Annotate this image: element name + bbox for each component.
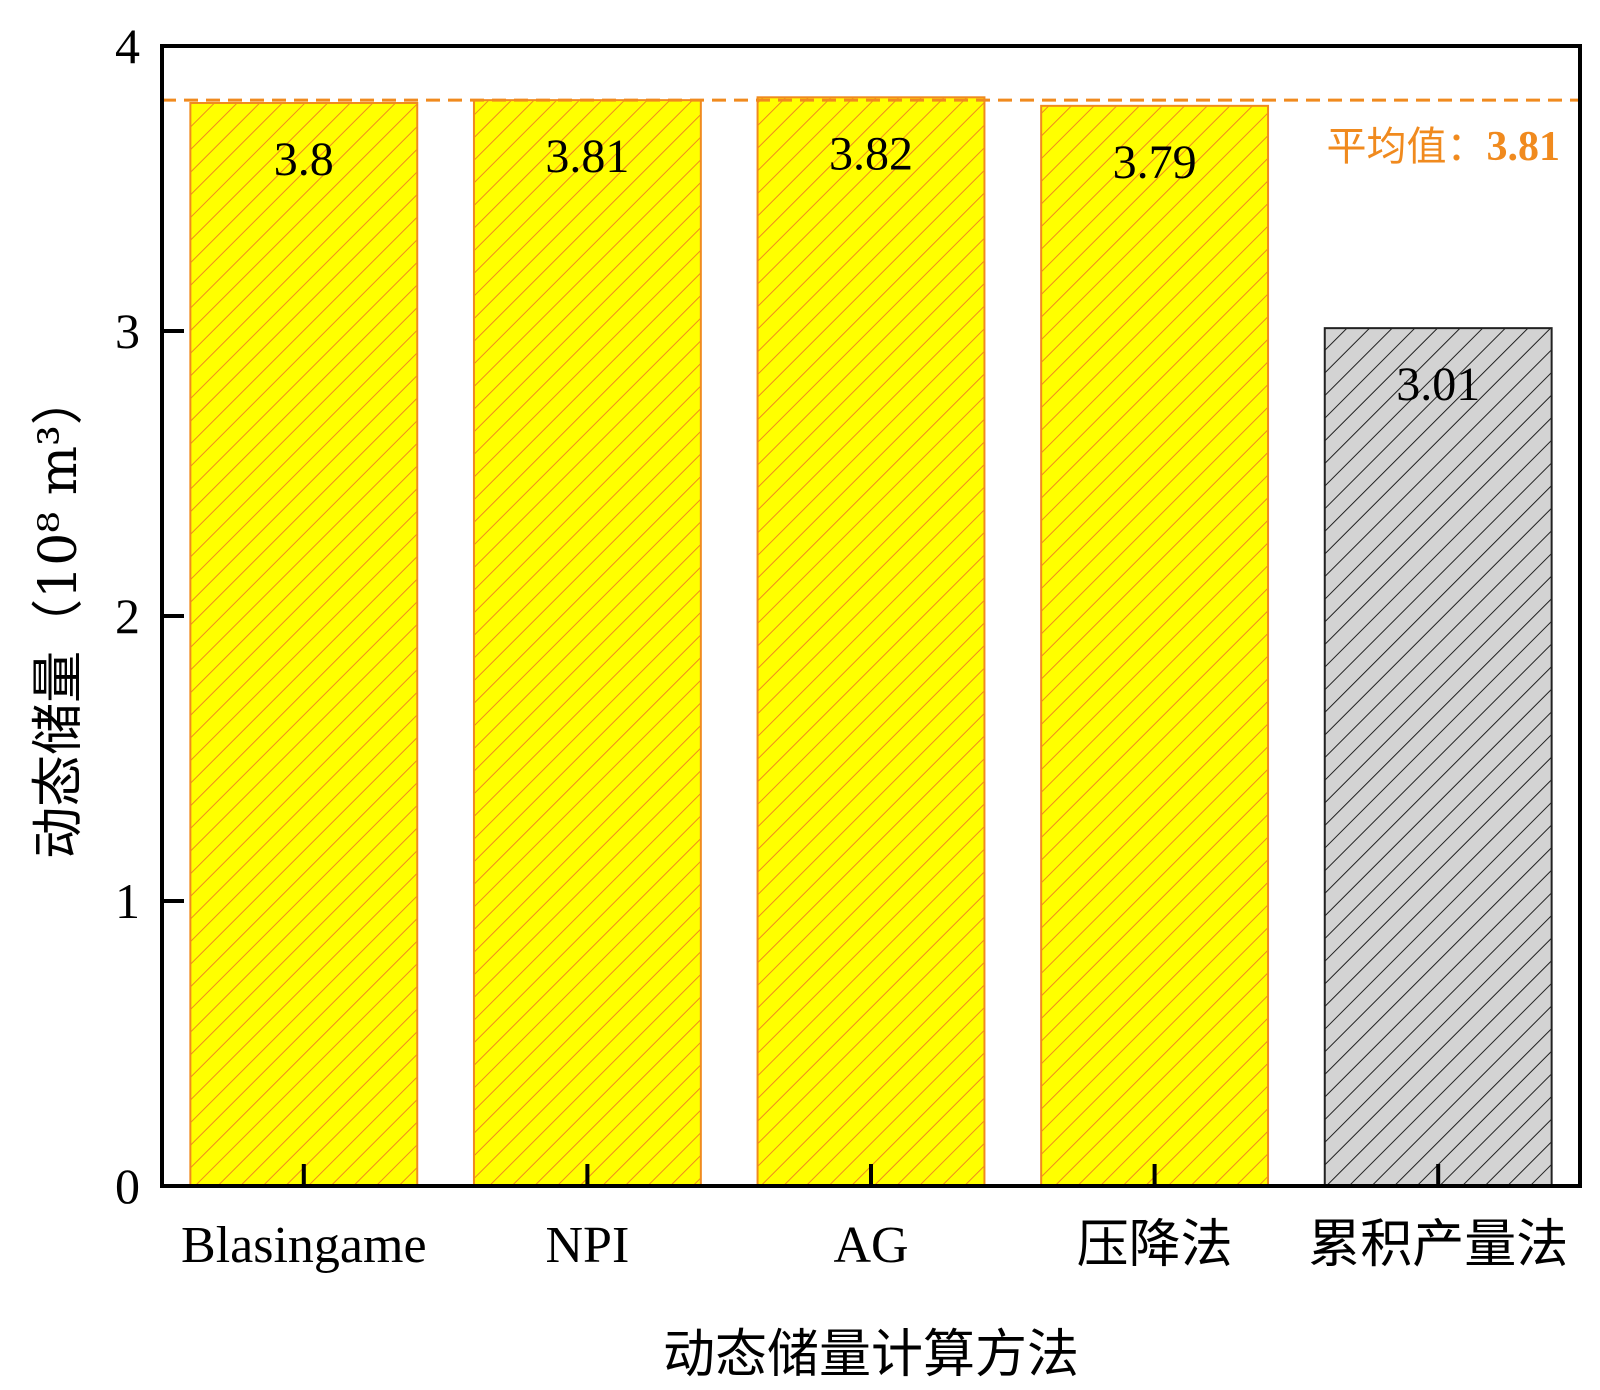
x-tick-label-2: NPI xyxy=(546,1217,630,1274)
ticks-layer xyxy=(162,44,1441,1188)
bar-2 xyxy=(472,99,702,1187)
reference-line-layer: 平均值：3.81 xyxy=(162,98,1580,170)
x-tick-label-4: 压降法 xyxy=(1077,1217,1233,1274)
y-tick-label-5: 4 xyxy=(115,18,140,74)
bar-value-label-1: 3.8 xyxy=(274,133,334,186)
y-tick-label-3: 2 xyxy=(115,588,140,644)
x-tick-label-1: Blasingame xyxy=(181,1217,427,1274)
x-tick-label-5: 累积产量法 xyxy=(1308,1217,1568,1274)
bar-4 xyxy=(1040,104,1270,1188)
average-label-value: 3.81 xyxy=(1487,124,1561,170)
bar-value-label-4: 3.79 xyxy=(1113,136,1197,189)
bar-3 xyxy=(756,96,986,1187)
bars-layer xyxy=(189,96,1553,1188)
bar-1 xyxy=(189,102,419,1187)
y-tick-label-4: 3 xyxy=(115,303,140,359)
bar-value-label-3: 3.82 xyxy=(829,127,913,180)
bar-value-label-2: 3.81 xyxy=(545,130,629,183)
x-tick-label-3: AG xyxy=(833,1217,908,1274)
average-reference-label: 平均值：3.81 xyxy=(1327,124,1561,170)
y-axis-title: 动态储量（10⁸ m³） xyxy=(29,373,89,859)
bar-5 xyxy=(1323,327,1553,1187)
bar-value-label-5: 3.01 xyxy=(1396,358,1480,411)
x-axis-title: 动态储量计算方法 xyxy=(663,1325,1079,1385)
y-tick-label-1: 0 xyxy=(115,1158,140,1214)
labels-layer: 3.8 Blasingame 3.81 NPI 3.82 AG 3.79 压降法 3.01 累积产… xyxy=(115,18,1568,1274)
average-label-text: 平均值： xyxy=(1327,124,1487,170)
y-tick-label-2: 1 xyxy=(115,873,140,929)
